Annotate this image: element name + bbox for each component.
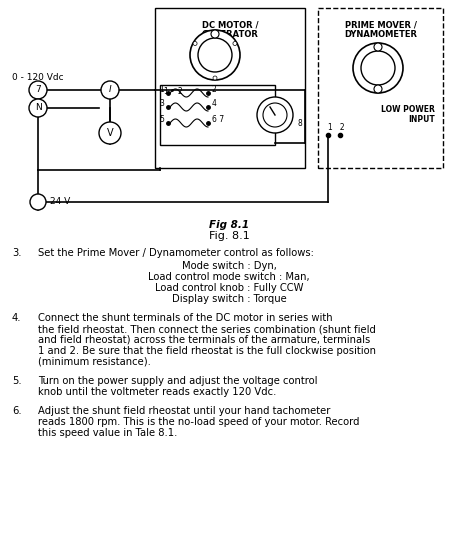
Text: Connect the shunt terminals of the DC motor in series with: Connect the shunt terminals of the DC mo…: [38, 313, 333, 323]
Text: Mode switch : Dyn,: Mode switch : Dyn,: [182, 261, 276, 271]
Text: GENERATOR: GENERATOR: [202, 30, 258, 39]
Circle shape: [193, 42, 197, 45]
Text: 5: 5: [159, 115, 164, 125]
Text: and field rheostat) across the terminals of the armature, terminals: and field rheostat) across the terminals…: [38, 335, 370, 345]
Text: 1: 1: [159, 85, 164, 95]
Circle shape: [353, 43, 403, 93]
Text: (minimum resistance).: (minimum resistance).: [38, 357, 151, 367]
Text: DC MOTOR /: DC MOTOR /: [202, 20, 258, 29]
Text: 4: 4: [212, 100, 217, 109]
Circle shape: [101, 81, 119, 99]
Text: Fig 8.1: Fig 8.1: [209, 220, 249, 230]
Circle shape: [257, 97, 293, 133]
Text: 6.: 6.: [12, 406, 22, 416]
Text: this speed value in Tale 8.1.: this speed value in Tale 8.1.: [38, 428, 177, 438]
Text: 1   2: 1 2: [328, 122, 345, 131]
Text: N: N: [34, 104, 41, 112]
Text: the field rheostat. Then connect the series combination (shunt field: the field rheostat. Then connect the ser…: [38, 324, 376, 334]
Text: reads 1800 rpm. This is the no-load speed of your motor. Record: reads 1800 rpm. This is the no-load spee…: [38, 417, 359, 427]
Bar: [155, 8, 305, 168]
Text: 2: 2: [178, 87, 183, 96]
Text: 5.: 5.: [12, 376, 22, 386]
Text: Fig. 8.1: Fig. 8.1: [209, 231, 249, 241]
Circle shape: [29, 99, 47, 117]
Text: Display switch : Torque: Display switch : Torque: [172, 294, 286, 304]
Text: Adjust the shunt field rheostat until your hand tachometer: Adjust the shunt field rheostat until yo…: [38, 406, 330, 416]
Circle shape: [263, 103, 287, 127]
Text: 24 V: 24 V: [50, 197, 70, 207]
Text: V: V: [106, 128, 113, 138]
Text: knob until the voltmeter reads exactly 120 Vdc.: knob until the voltmeter reads exactly 1…: [38, 387, 276, 397]
Bar: [160, 85, 275, 145]
Text: Load control mode switch : Man,: Load control mode switch : Man,: [148, 272, 310, 282]
Text: Set the Prime Mover / Dynamometer control as follows:: Set the Prime Mover / Dynamometer contro…: [38, 248, 314, 258]
Text: 6 7: 6 7: [212, 115, 224, 125]
Text: I: I: [109, 85, 112, 95]
Text: 2: 2: [212, 85, 217, 95]
Circle shape: [190, 30, 240, 80]
Circle shape: [374, 43, 382, 51]
Text: Load control knob : Fully CCW: Load control knob : Fully CCW: [155, 283, 303, 293]
Text: 1: 1: [163, 87, 168, 96]
Text: 3.: 3.: [12, 248, 22, 258]
Text: 3: 3: [159, 100, 164, 109]
Text: 8: 8: [297, 119, 302, 127]
Text: Turn on the power supply and adjust the voltage control: Turn on the power supply and adjust the …: [38, 376, 318, 386]
Circle shape: [233, 42, 237, 45]
Circle shape: [361, 51, 395, 85]
Text: LOW POWER: LOW POWER: [381, 105, 435, 115]
Circle shape: [211, 30, 219, 38]
Text: PRIME MOVER /: PRIME MOVER /: [345, 20, 416, 29]
Circle shape: [29, 81, 47, 99]
Text: 7: 7: [35, 85, 41, 95]
Circle shape: [99, 122, 121, 144]
Text: 1 and 2. Be sure that the field rheostat is the full clockwise position: 1 and 2. Be sure that the field rheostat…: [38, 346, 376, 356]
Circle shape: [30, 194, 46, 210]
Text: DYNAMOMETER: DYNAMOMETER: [344, 30, 417, 39]
Bar: [318, 8, 443, 168]
Text: 0 - 120 Vdc: 0 - 120 Vdc: [12, 74, 64, 83]
Text: INPUT: INPUT: [408, 115, 435, 125]
Circle shape: [198, 38, 232, 72]
Circle shape: [374, 85, 382, 93]
Circle shape: [213, 76, 217, 80]
Text: 4.: 4.: [12, 313, 22, 323]
